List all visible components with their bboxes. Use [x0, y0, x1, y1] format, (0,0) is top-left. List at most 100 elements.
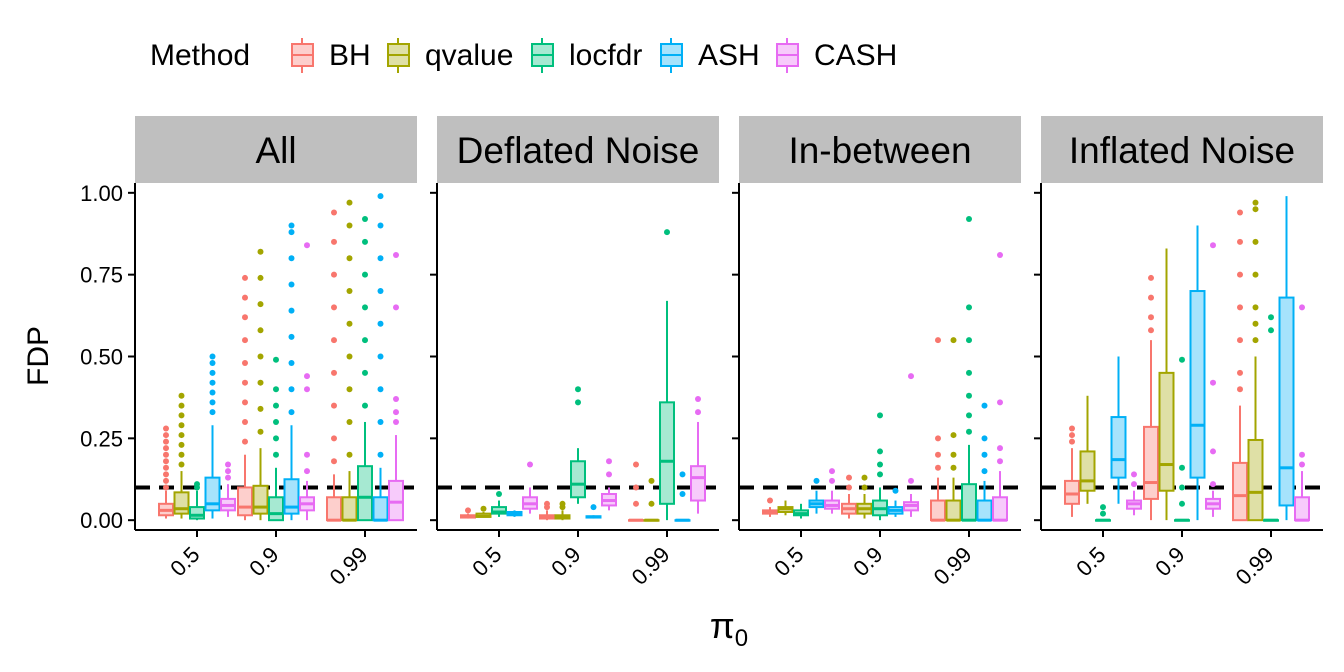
facet-panel-all: All 0.00 0.25 0.50 0.75 1.00 0.5 0.9 0.99: [80, 116, 417, 590]
legend-label: qvalue: [425, 39, 513, 72]
box-locfdr: [268, 356, 284, 522]
outlier-point: [981, 402, 988, 409]
outlier-point: [908, 477, 914, 484]
outlier-point: [242, 294, 248, 301]
facet-strip: [437, 116, 719, 183]
outlier-point: [163, 451, 169, 458]
outlier-point: [1131, 481, 1137, 488]
outlier-point: [362, 369, 368, 376]
legend-item-ash: ASH: [660, 38, 760, 73]
box-cash: [992, 252, 1008, 522]
outlier-point: [966, 337, 972, 344]
outlier-point: [648, 500, 655, 507]
x-tick-label: 0.99: [929, 542, 977, 590]
outlier-point: [257, 428, 264, 435]
box-body: [1079, 450, 1096, 492]
box-ash: [585, 504, 602, 519]
outlier-point: [559, 500, 566, 507]
x-tick-label: 0.5: [769, 542, 808, 581]
box-qvalue: [777, 500, 794, 516]
outlier-point: [257, 274, 264, 281]
outlier-point: [1237, 386, 1243, 393]
outlier-point: [362, 304, 368, 311]
outlier-point: [331, 238, 337, 245]
outlier-point: [225, 468, 231, 475]
outlier-point: [178, 432, 185, 439]
box-ash: [1110, 356, 1127, 504]
legend-item-locfdr: locfdr: [531, 38, 642, 73]
box-cash: [522, 461, 538, 514]
outlier-point: [163, 425, 169, 432]
x-tick-label: 0.9: [1150, 542, 1189, 581]
y-tick-label: 0.00: [80, 508, 123, 533]
box-body: [976, 499, 993, 522]
outlier-point: [966, 428, 972, 435]
outlier-point: [981, 451, 988, 458]
box-body: [690, 465, 706, 502]
outlier-point: [393, 409, 399, 416]
legend-label: ASH: [698, 39, 760, 72]
x-tick-label: 0.9: [848, 542, 887, 581]
outlier-point: [288, 222, 295, 229]
y-tick-label: 1.00: [80, 181, 123, 206]
box-body: [945, 499, 962, 522]
box-ash: [506, 510, 523, 517]
outlier-point: [767, 497, 773, 504]
outlier-point: [393, 252, 399, 259]
outlier-point: [273, 435, 279, 442]
box-bh: [930, 337, 946, 522]
box-body: [283, 478, 300, 515]
outlier-point: [908, 373, 914, 380]
box-body: [992, 496, 1008, 522]
outlier-point: [679, 471, 686, 478]
outlier-point: [1148, 274, 1154, 281]
outlier-point: [331, 435, 337, 442]
facet-strip: [135, 116, 417, 183]
outlier-point: [606, 458, 612, 465]
box-qvalue: [341, 199, 358, 522]
outlier-point: [1268, 327, 1274, 334]
outlier-point: [257, 301, 264, 308]
outlier-point: [480, 505, 487, 512]
outlier-point: [1069, 432, 1075, 439]
outlier-point: [377, 386, 384, 393]
box-body: [1189, 290, 1206, 479]
box-body: [961, 483, 977, 522]
outlier-point: [877, 412, 883, 419]
outlier-point: [829, 477, 835, 484]
outlier-point: [1100, 510, 1106, 517]
outlier-point: [331, 402, 337, 409]
outlier-point: [225, 474, 231, 481]
outlier-point: [1268, 314, 1274, 321]
outlier-point: [1148, 294, 1154, 301]
legend-item-bh: BH: [291, 38, 371, 73]
outlier-point: [178, 422, 185, 429]
outlier-point: [813, 477, 820, 484]
y-tick-label: 0.50: [80, 345, 123, 370]
box-body: [252, 484, 269, 515]
outlier-point: [242, 314, 248, 321]
outlier-point: [242, 438, 248, 445]
outlier-point: [331, 271, 337, 278]
outlier-point: [1069, 438, 1075, 445]
outlier-point: [1237, 209, 1243, 216]
outlier-point: [496, 490, 502, 497]
outlier-point: [997, 399, 1003, 406]
outlier-point: [633, 461, 639, 468]
outlier-point: [362, 216, 368, 223]
outlier-point: [606, 471, 612, 478]
box-bh: [326, 209, 342, 522]
legend-item-cash: CASH: [776, 38, 897, 73]
box-body: [491, 506, 507, 515]
box-locfdr: [1174, 356, 1190, 522]
outlier-point: [178, 461, 185, 468]
outlier-point: [575, 399, 581, 406]
outlier-point: [997, 458, 1003, 465]
box-ash: [1189, 225, 1206, 521]
x-tick-label: 0.9: [546, 542, 585, 581]
facet-panel-inflated-noise: Inflated Noise 0.5 0.9 0.99: [1034, 116, 1323, 590]
outlier-point: [288, 229, 295, 236]
outlier-point: [575, 386, 581, 393]
outlier-point: [377, 193, 384, 200]
box-qvalue: [252, 248, 269, 521]
